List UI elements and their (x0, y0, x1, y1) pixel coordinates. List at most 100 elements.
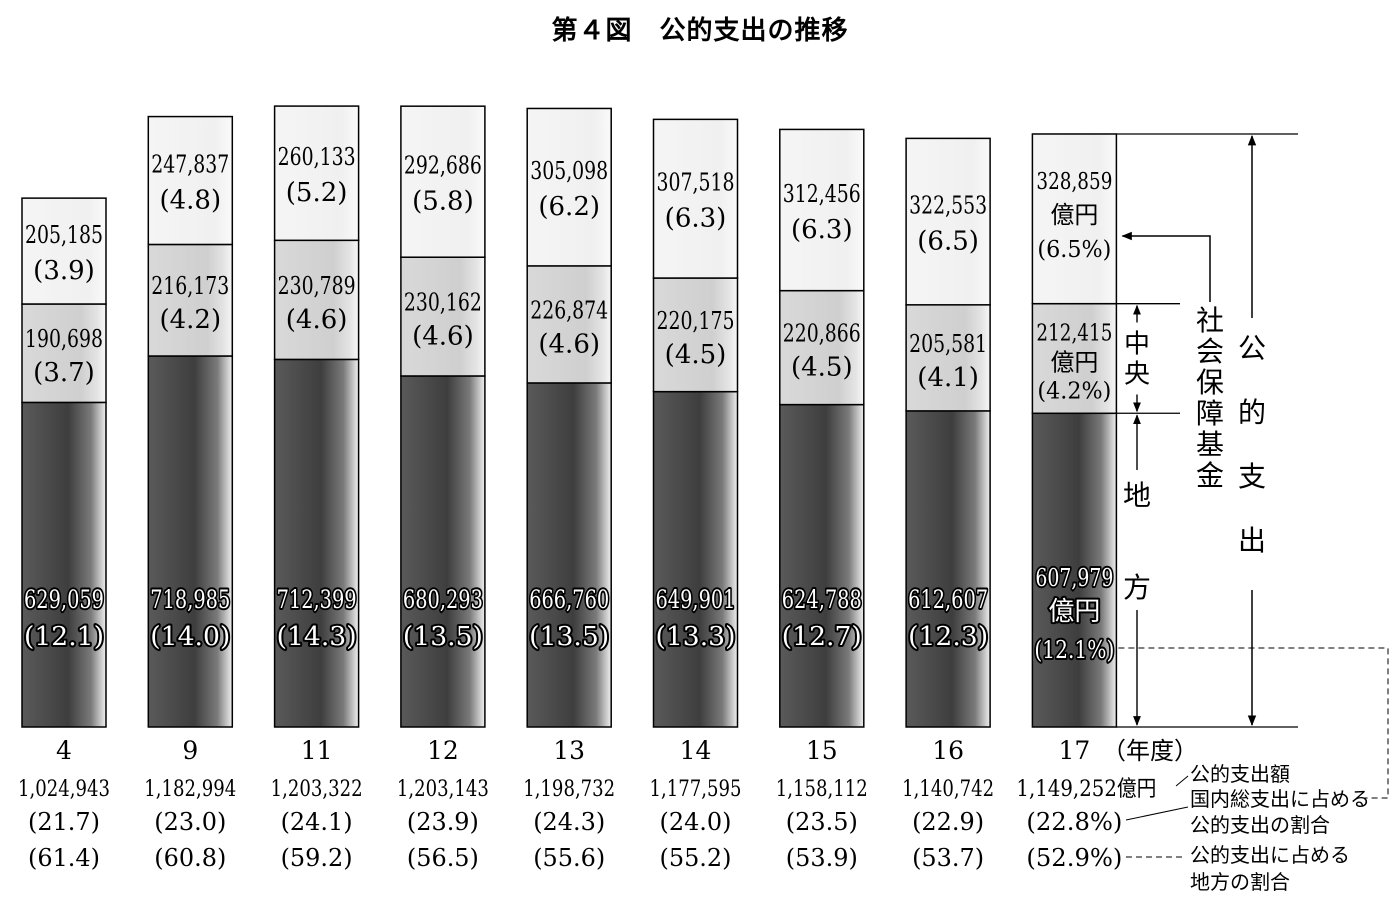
label-social-share: (6.3) (665, 204, 727, 234)
tick-label-year: 13 (553, 736, 585, 765)
label-central-value: 230,162 (404, 289, 482, 317)
label-local-value: 666,760 (529, 585, 609, 614)
label-gdp-share: (24.3) (533, 808, 605, 836)
label-local-share: (12.1) (24, 622, 104, 652)
label-central-char: 中 (1124, 329, 1150, 359)
bar-social-13 (526, 107, 612, 267)
label-local-value: 607,979 (1035, 564, 1113, 592)
tick-label-year: 17 (1058, 736, 1090, 765)
arrow-social-security (1121, 231, 1211, 302)
label-total: 1,198,732 (523, 777, 615, 802)
label-central-share: (4.6) (412, 322, 474, 352)
label-local-share: (14.3) (277, 622, 357, 652)
label-gdp-share: (24.1) (281, 808, 353, 836)
bar-social-12 (400, 105, 486, 258)
label-social-security-char: 社 (1196, 304, 1224, 337)
label-local-ratio: (59.2) (281, 844, 353, 872)
bar-social-17 (1031, 133, 1118, 305)
tick-label-year: 15 (806, 736, 838, 765)
label-local-share: (12.7) (782, 622, 862, 652)
tick-label-year: 11 (301, 736, 333, 765)
label-local-value: 649,901 (656, 585, 736, 614)
bar-local-14 (652, 390, 739, 728)
bar-social-11 (273, 105, 360, 242)
label-local-value: 718,985 (150, 585, 230, 614)
bar-central-16 (905, 304, 991, 412)
bar-social-9 (147, 115, 234, 246)
bar-local-15 (779, 403, 865, 728)
label-social-value: 312,456 (783, 180, 861, 208)
label-social-security-char: 基 (1196, 428, 1224, 461)
label-social-share: (6.2) (538, 192, 600, 222)
bar-local-16 (905, 410, 991, 728)
label-public-spending-char: 的 (1238, 396, 1266, 429)
label-central-value: 212,415 (1036, 320, 1112, 346)
label-central-share: (4.2%) (1037, 378, 1111, 404)
label-central-unit: 億円 (1050, 348, 1098, 376)
tick-label-year: 12 (427, 736, 459, 765)
label-local-share: (13.3) (656, 622, 736, 652)
label-total: 1,024,943 (18, 777, 110, 802)
bar-social-4 (21, 197, 107, 305)
label-social-value: 292,686 (404, 152, 482, 180)
label-gdp-share: (23.9) (407, 808, 479, 836)
label-social-share: (3.9) (33, 256, 95, 286)
bar-local-9 (147, 355, 234, 728)
label-total: 1,140,742 (902, 777, 994, 802)
label-total: 1,177,595 (650, 777, 742, 802)
label-social-value: 305,098 (530, 157, 608, 185)
label-social-value: 260,133 (278, 143, 356, 171)
label-local-share: (13.5) (403, 622, 483, 652)
label-social-share: (6.5) (917, 227, 979, 257)
label-central-value: 220,175 (657, 307, 735, 335)
label-central-share: (4.6) (286, 305, 348, 335)
label-local-value: 712,399 (277, 585, 357, 614)
label-local-ratio: (53.7) (912, 844, 984, 872)
label-central-value: 226,874 (530, 296, 608, 324)
label-local-value: 612,607 (908, 585, 988, 614)
label-social-share: (4.8) (159, 186, 221, 216)
tick-label-year: 4 (56, 736, 72, 765)
label-local-value: 629,059 (24, 585, 104, 614)
label-gdp-share: (23.5) (786, 808, 858, 836)
legend-gdp-share-2: 公的支出の割合 (1190, 813, 1330, 837)
label-central-share: (4.5) (791, 353, 853, 383)
label-total: 1,149,252億円 (1016, 777, 1156, 802)
bar-social-14 (652, 118, 739, 279)
bar-central-12 (400, 256, 486, 377)
label-social-value: 328,859 (1036, 169, 1112, 195)
label-central-value: 190,698 (25, 325, 103, 353)
label-local-share: (12.1%) (1034, 636, 1114, 664)
label-social-value: 247,837 (151, 151, 229, 179)
label-gdp-share: (21.7) (28, 808, 100, 836)
label-social-value: 322,553 (909, 192, 987, 220)
label-local-unit: 億円 (1048, 597, 1100, 627)
label-central-value: 220,866 (783, 320, 861, 348)
label-local-ratio: (55.6) (533, 844, 605, 872)
label-local-share: (13.5) (529, 622, 609, 652)
label-central-share: (3.7) (33, 358, 95, 388)
legend-local-share-2: 地方の割合 (1190, 870, 1290, 894)
label-social-share: (5.2) (286, 178, 348, 208)
label-central-share: (4.1) (917, 363, 979, 393)
label-central-share: (4.5) (665, 340, 727, 370)
label-local-ratio: (52.9%) (1026, 844, 1122, 872)
bar-social-15 (779, 128, 865, 292)
bar-central-14 (652, 277, 739, 393)
label-public-spending-char: 支 (1238, 460, 1266, 493)
label-social-security-char: 保 (1196, 366, 1224, 399)
bar-local-11 (273, 358, 360, 728)
labels-layer: 629,059 (12.1) 190,698 (3.7) 205,185 (3.9) 4 1,… (18, 143, 1156, 872)
label-local-char: 地 (1123, 479, 1151, 512)
label-social-value: 307,518 (657, 169, 735, 197)
label-social-security-char: 会 (1196, 335, 1224, 368)
leader-total (1175, 775, 1189, 787)
bar-local-17 (1031, 412, 1118, 728)
label-local-char: 方 (1123, 571, 1151, 604)
label-central-value: 205,581 (909, 330, 987, 358)
bar-central-11 (273, 239, 360, 361)
label-social-unit: 億円 (1050, 201, 1098, 229)
label-total: 1,203,143 (397, 777, 489, 802)
